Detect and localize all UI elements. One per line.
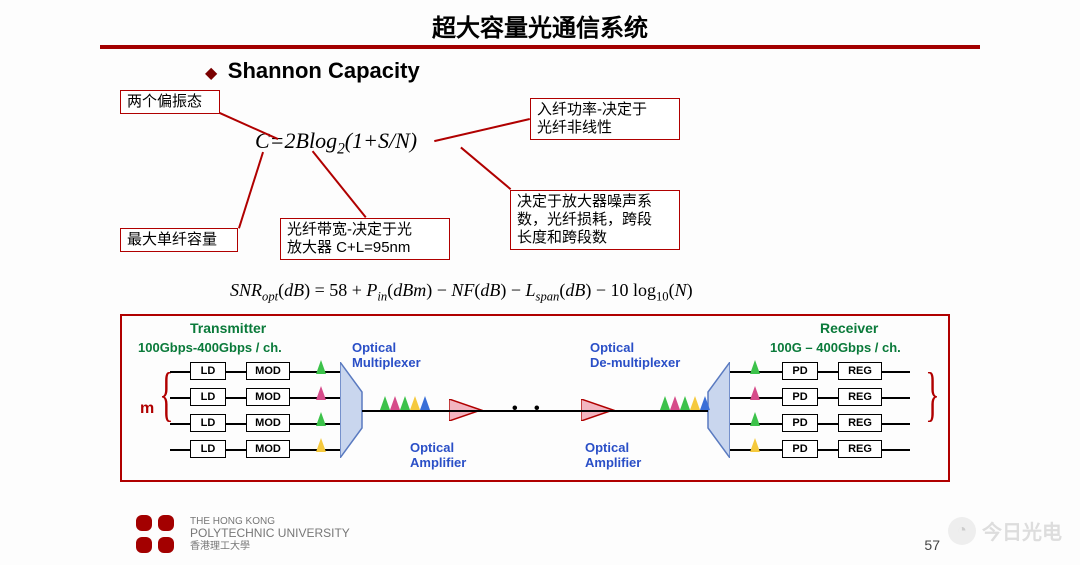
transmitter-label: Transmitter — [190, 320, 266, 336]
tx-wire — [290, 449, 340, 451]
uni-zh: 香港理工大學 — [190, 541, 350, 552]
tx-wire — [170, 449, 190, 451]
annotation-line-nf — [460, 147, 511, 190]
annotation-pol: 两个偏振态 — [120, 90, 220, 114]
uni-en2: POLYTECHNIC UNIVERSITY — [190, 527, 350, 540]
rx-wire — [818, 397, 838, 399]
fiber-dots: • • — [512, 400, 546, 418]
optical-amp-label-2: Optical Amplifier — [585, 440, 641, 470]
page-number: 57 — [924, 537, 940, 553]
reg-block: REG — [838, 362, 882, 380]
university-name: THE HONG KONG POLYTECHNIC UNIVERSITY 香港理… — [190, 516, 350, 551]
lane-wavelength-icon — [750, 386, 760, 400]
shannon-formula: C=2Blog2(1+S/N) — [255, 128, 417, 158]
pd-block: PD — [782, 362, 818, 380]
reg-block: REG — [838, 440, 882, 458]
receiver-label: Receiver — [820, 320, 878, 336]
ld-block: LD — [190, 362, 226, 380]
tx-wire — [226, 397, 246, 399]
wdm-triangle-icon — [380, 396, 390, 410]
lane-wavelength-icon — [316, 386, 326, 400]
optical-amp-label-1: Optical Amplifier — [410, 440, 466, 470]
footer: THE HONG KONG POLYTECHNIC UNIVERSITY 香港理… — [130, 509, 350, 559]
tx-wire — [290, 371, 340, 373]
section-heading-text: Shannon Capacity — [228, 58, 420, 83]
snr-formula: SNRopt(dB) = 58 + Pin(dBm) − NF(dB) − Ls… — [230, 280, 693, 305]
rx-wire — [882, 423, 910, 425]
pd-block: PD — [782, 414, 818, 432]
mod-block: MOD — [246, 388, 290, 406]
section-heading: ◆ Shannon Capacity — [205, 58, 420, 84]
tx-wire — [226, 423, 246, 425]
slide-title: 超大容量光通信系统 — [0, 0, 1080, 45]
reg-block: REG — [838, 414, 882, 432]
pd-block: PD — [782, 440, 818, 458]
watermark: ◔ 今日光电 — [948, 516, 1062, 545]
pd-block: PD — [782, 388, 818, 406]
rx-wire — [818, 423, 838, 425]
annotation-line-pol — [219, 112, 278, 139]
m-label: m — [140, 400, 154, 418]
annotation-pin: 入纤功率-决定于 光纤非线性 — [530, 98, 680, 140]
tx-wire — [170, 423, 190, 425]
wdm-triangle-icon — [680, 396, 690, 410]
rx-wire — [818, 371, 838, 373]
annotation-nf: 决定于放大器噪声系 数，光纤损耗，跨段 长度和跨段数 — [510, 190, 680, 250]
annotation-line-bw — [312, 151, 366, 218]
ld-block: LD — [190, 414, 226, 432]
rx-rate-label: 100G – 400Gbps / ch. — [770, 340, 901, 355]
wdm-triangle-icon — [670, 396, 680, 410]
annotation-line-cap — [238, 152, 263, 228]
wdm-triangle-icon — [410, 396, 420, 410]
lane-wavelength-icon — [316, 438, 326, 452]
mod-block: MOD — [246, 414, 290, 432]
lane-wavelength-icon — [316, 412, 326, 426]
lane-wavelength-icon — [750, 412, 760, 426]
tx-wire — [226, 371, 246, 373]
lane-wavelength-icon — [750, 438, 760, 452]
wdm-triangle-icon — [390, 396, 400, 410]
lane-wavelength-icon — [750, 360, 760, 374]
annotation-cap: 最大单纤容量 — [120, 228, 238, 252]
ld-block: LD — [190, 440, 226, 458]
mod-block: MOD — [246, 362, 290, 380]
rx-wire — [882, 449, 910, 451]
tx-wire — [226, 449, 246, 451]
wdm-triangle-icon — [400, 396, 410, 410]
rx-wire — [882, 371, 910, 373]
optical-demux-label: Optical De-multiplexer — [590, 340, 680, 370]
wechat-icon: ◔ — [948, 517, 976, 545]
annotation-line-pin — [435, 119, 530, 142]
wdm-triangle-icon — [700, 396, 710, 410]
rx-wire — [882, 397, 910, 399]
ld-block: LD — [190, 388, 226, 406]
tx-rate-label: 100Gbps-400Gbps / ch. — [138, 340, 282, 355]
wdm-triangle-icon — [690, 396, 700, 410]
tx-wire — [170, 397, 190, 399]
wdm-triangle-icon — [420, 396, 430, 410]
annotation-bw: 光纤带宽-决定于光 放大器 C+L=95nm — [280, 218, 450, 260]
diamond-bullet-icon: ◆ — [205, 65, 217, 82]
wdm-triangle-icon — [660, 396, 670, 410]
tx-wire — [290, 423, 340, 425]
university-logo-icon — [130, 509, 180, 559]
watermark-text: 今日光电 — [982, 516, 1062, 545]
tx-wire — [290, 397, 340, 399]
mod-block: MOD — [246, 440, 290, 458]
lane-wavelength-icon — [316, 360, 326, 374]
brace-right-icon: } — [925, 360, 939, 429]
rx-wire — [818, 449, 838, 451]
reg-block: REG — [838, 388, 882, 406]
tx-wire — [170, 371, 190, 373]
title-underline — [100, 45, 980, 49]
slide: 超大容量光通信系统 ◆ Shannon Capacity C=2Blog2(1+… — [0, 0, 1080, 565]
